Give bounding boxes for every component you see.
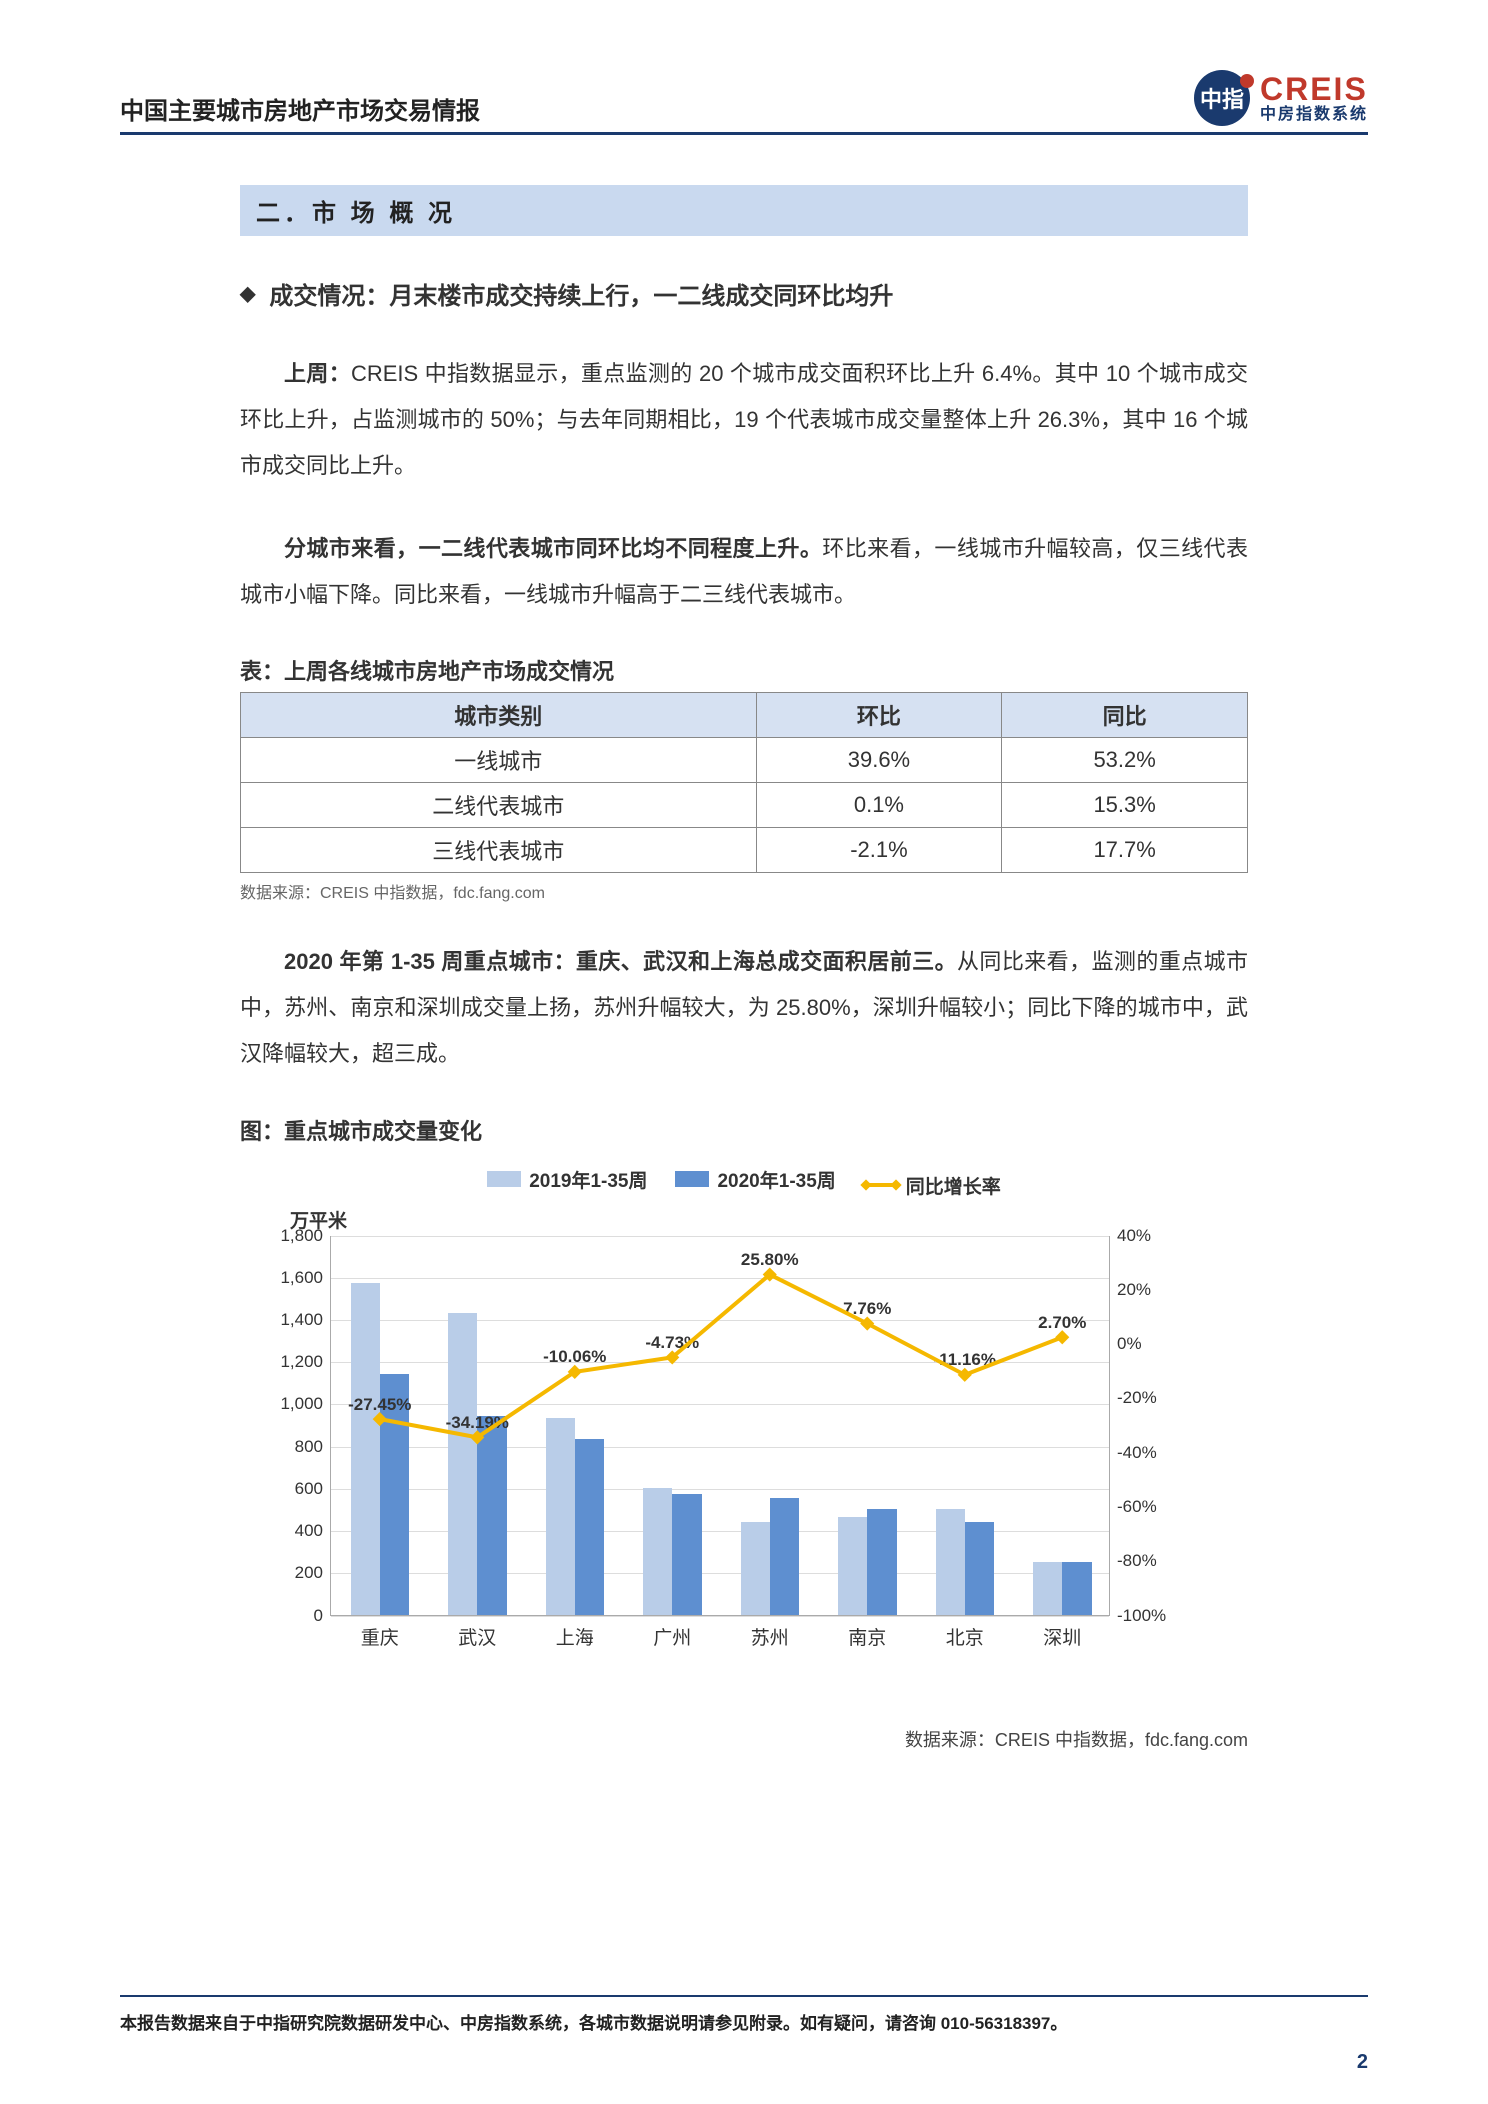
table-source: 数据来源：CREIS 中指数据，fdc.fang.com bbox=[240, 879, 1248, 903]
y1-tick-label: 800 bbox=[295, 1437, 331, 1457]
y1-tick-label: 1,400 bbox=[280, 1310, 331, 1330]
bullet-text: 成交情况：月末楼市成交持续上行，一二线成交同环比均升 bbox=[269, 276, 893, 311]
table-caption: 表：上周各线城市房地产市场成交情况 bbox=[240, 654, 1248, 686]
x-category-label: 广州 bbox=[653, 1615, 691, 1650]
para2-lead: 分城市来看，一二线代表城市同环比均不同程度上升。 bbox=[284, 536, 822, 561]
page-number: 2 bbox=[1357, 2051, 1368, 2074]
para3-lead: 2020 年第 1-35 周重点城市：重庆、武汉和上海总成交面积居前三。 bbox=[284, 949, 957, 974]
paragraph-2: 分城市来看，一二线代表城市同环比均不同程度上升。环比来看，一线城市升幅较高，仅三… bbox=[240, 526, 1248, 618]
logo-acronym: CREIS bbox=[1260, 73, 1368, 105]
y1-tick-label: 1,000 bbox=[280, 1394, 331, 1414]
paragraph-3: 2020 年第 1-35 周重点城市：重庆、武汉和上海总成交面积居前三。从同比来… bbox=[240, 939, 1248, 1078]
y1-tick-label: 1,600 bbox=[280, 1268, 331, 1288]
page-footer: 本报告数据来自于中指研究院数据研发中心、中房指数系统，各城市数据说明请参见附录。… bbox=[120, 1995, 1368, 2034]
y1-tick-label: 1,800 bbox=[280, 1226, 331, 1246]
table-cell: 53.2% bbox=[1002, 737, 1248, 782]
document-header: 中国主要城市房地产市场交易情报 中指 CREIS 中房指数系统 bbox=[120, 70, 1368, 135]
growth-line bbox=[331, 1236, 1111, 1616]
paragraph-1: 上周：CREIS 中指数据显示，重点监测的 20 个城市成交面积环比上升 6.4… bbox=[240, 351, 1248, 490]
y1-tick-label: 200 bbox=[295, 1563, 331, 1583]
section-title: 二．市 场 概 况 bbox=[240, 185, 1248, 236]
x-category-label: 上海 bbox=[556, 1615, 594, 1650]
bullet-headline: ◆ 成交情况：月末楼市成交持续上行，一二线成交同环比均升 bbox=[240, 276, 1248, 311]
creis-logo: 中指 CREIS 中房指数系统 bbox=[1194, 70, 1368, 126]
table-cell: 39.6% bbox=[756, 737, 1002, 782]
table-row: 二线代表城市0.1%15.3% bbox=[241, 782, 1248, 827]
y2-tick-label: -20% bbox=[1109, 1388, 1157, 1408]
y2-tick-label: -80% bbox=[1109, 1551, 1157, 1571]
legend-item-2019: 2019年1-35周 bbox=[487, 1166, 647, 1193]
table-row: 一线城市39.6%53.2% bbox=[241, 737, 1248, 782]
table-cell: 17.7% bbox=[1002, 827, 1248, 872]
table-cell: 一线城市 bbox=[241, 737, 757, 782]
table-cell: 二线代表城市 bbox=[241, 782, 757, 827]
logo-badge-icon: 中指 bbox=[1194, 70, 1250, 126]
legend-item-2020: 2020年1-35周 bbox=[675, 1166, 835, 1193]
plot-area: 02004006008001,0001,2001,4001,6001,800-1… bbox=[330, 1236, 1110, 1616]
logo-text: CREIS 中房指数系统 bbox=[1260, 73, 1368, 123]
y2-tick-label: -40% bbox=[1109, 1443, 1157, 1463]
city-tier-table: 城市类别环比同比 一线城市39.6%53.2%二线代表城市0.1%15.3%三线… bbox=[240, 692, 1248, 873]
x-category-label: 北京 bbox=[946, 1615, 984, 1650]
page-content: 二．市 场 概 况 ◆ 成交情况：月末楼市成交持续上行，一二线成交同环比均升 上… bbox=[120, 185, 1368, 1752]
y1-tick-label: 600 bbox=[295, 1479, 331, 1499]
chart-source: 数据来源：CREIS 中指数据，fdc.fang.com bbox=[240, 1726, 1248, 1752]
gridline bbox=[331, 1616, 1109, 1617]
table-cell: 三线代表城市 bbox=[241, 827, 757, 872]
footer-text: 本报告数据来自于中指研究院数据研发中心、中房指数系统，各城市数据说明请参见附录。… bbox=[120, 2009, 1368, 2034]
x-category-label: 南京 bbox=[848, 1615, 886, 1650]
table-col-header: 环比 bbox=[756, 692, 1002, 737]
table-cell: 15.3% bbox=[1002, 782, 1248, 827]
table-col-header: 城市类别 bbox=[241, 692, 757, 737]
y2-tick-label: 20% bbox=[1109, 1280, 1151, 1300]
logo-subtitle: 中房指数系统 bbox=[1260, 107, 1368, 123]
x-category-label: 武汉 bbox=[458, 1615, 496, 1650]
table-row: 三线代表城市-2.1%17.7% bbox=[241, 827, 1248, 872]
table-col-header: 同比 bbox=[1002, 692, 1248, 737]
y1-tick-label: 400 bbox=[295, 1521, 331, 1541]
x-category-label: 苏州 bbox=[751, 1615, 789, 1650]
y2-tick-label: 40% bbox=[1109, 1226, 1151, 1246]
table-cell: 0.1% bbox=[756, 782, 1002, 827]
key-cities-chart: 2019年1-35周2020年1-35周同比增长率万平米020040060080… bbox=[240, 1166, 1248, 1706]
para1-body: CREIS 中指数据显示，重点监测的 20 个城市成交面积环比上升 6.4%。其… bbox=[240, 361, 1248, 478]
chart-legend: 2019年1-35周 2020年1-35周 同比增长率 bbox=[240, 1166, 1248, 1199]
y1-tick-label: 0 bbox=[314, 1606, 331, 1626]
table-header-row: 城市类别环比同比 bbox=[241, 692, 1248, 737]
doc-title: 中国主要城市房地产市场交易情报 bbox=[120, 91, 480, 126]
table-cell: -2.1% bbox=[756, 827, 1002, 872]
y2-tick-label: -60% bbox=[1109, 1497, 1157, 1517]
legend-item-growth: 同比增长率 bbox=[864, 1172, 1001, 1199]
y2-tick-label: -100% bbox=[1109, 1606, 1166, 1626]
x-category-label: 重庆 bbox=[361, 1615, 399, 1650]
diamond-icon: ◆ bbox=[240, 281, 255, 306]
para1-lead: 上周： bbox=[284, 361, 351, 386]
y1-tick-label: 1,200 bbox=[280, 1352, 331, 1372]
chart-caption: 图：重点城市成交量变化 bbox=[240, 1114, 1248, 1146]
x-category-label: 深圳 bbox=[1043, 1615, 1081, 1650]
y2-tick-label: 0% bbox=[1109, 1334, 1142, 1354]
